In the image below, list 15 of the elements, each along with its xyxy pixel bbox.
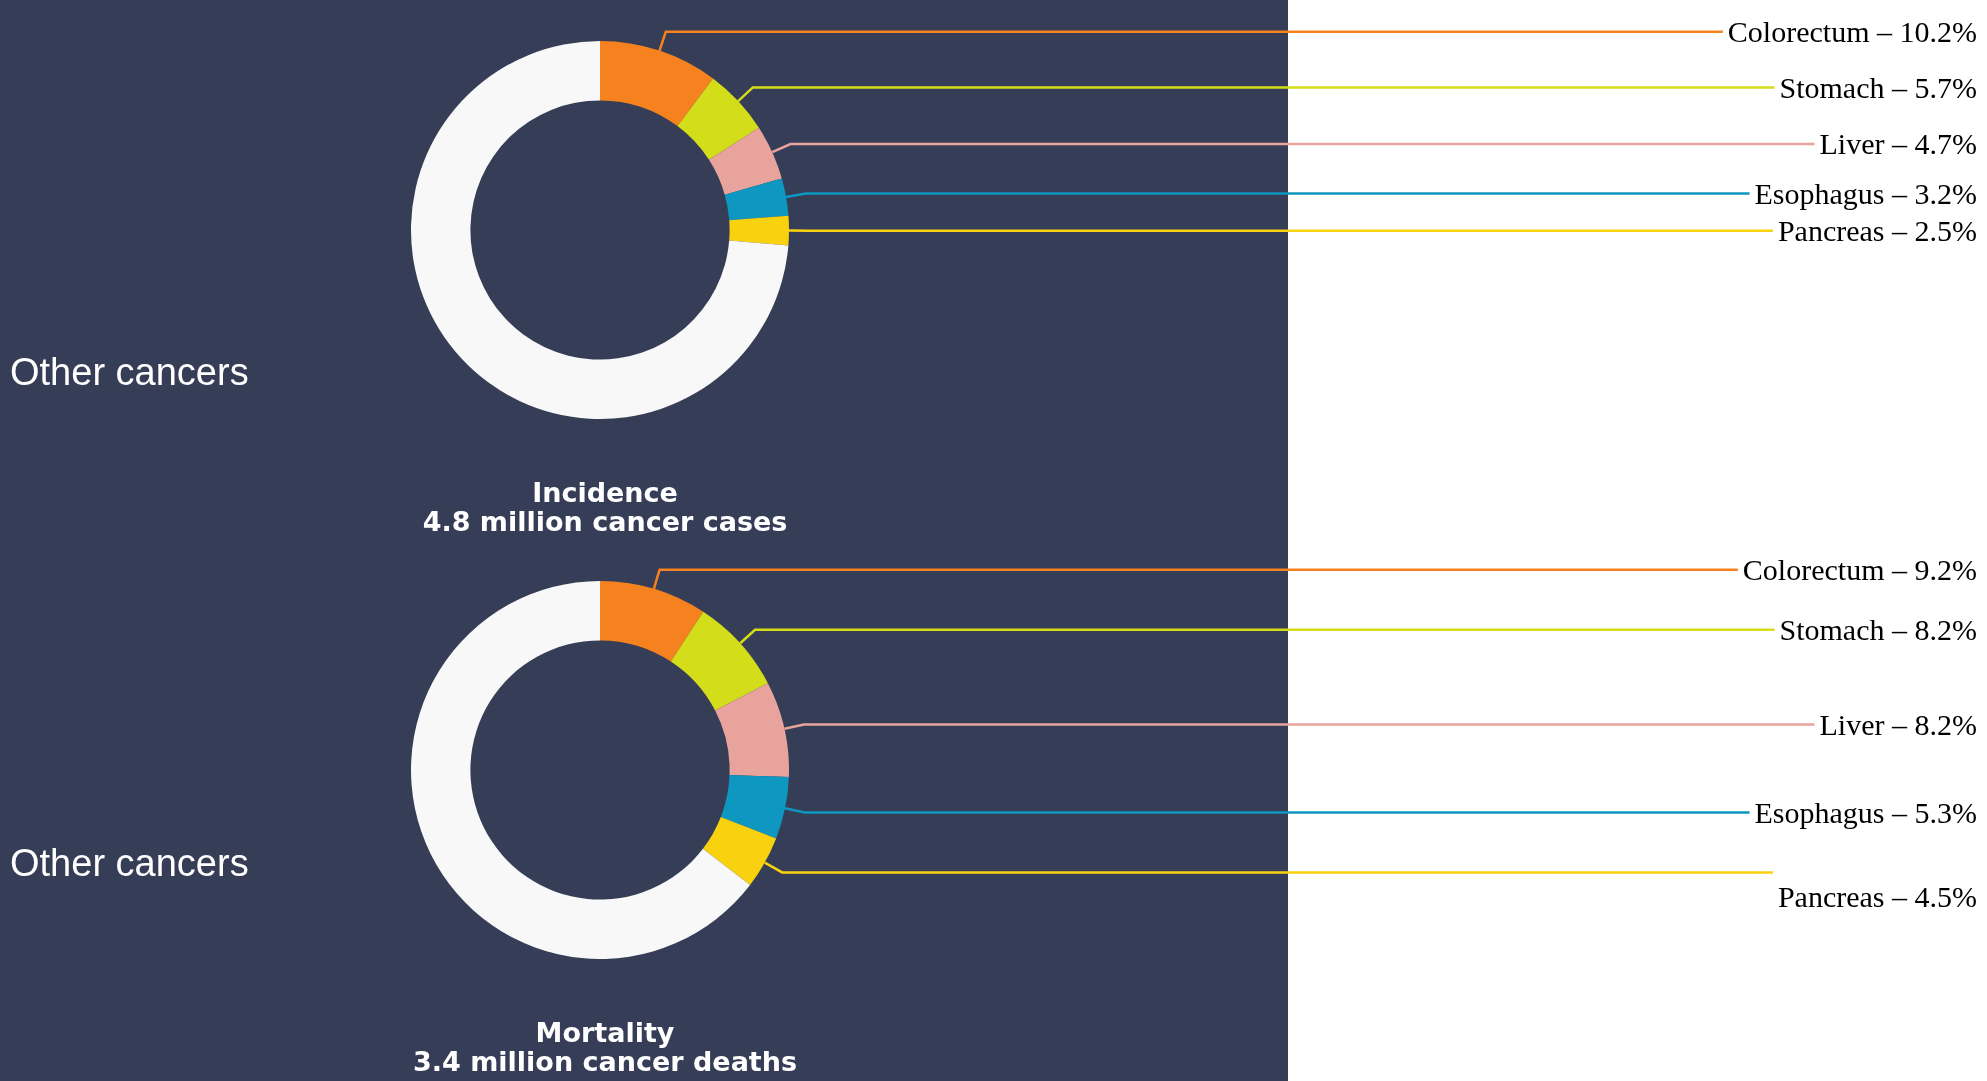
text: Mortality	[535, 1017, 675, 1048]
slice-label: Stomach – 8.2%	[1779, 613, 1977, 647]
slice-label: Liver – 8.2%	[1819, 707, 1977, 741]
slice-label: Colorectum – 10.2%	[1727, 15, 1977, 49]
slice-label: Esophagus – 3.2%	[1754, 176, 1977, 210]
slice-label: Pancreas – 4.5%	[1777, 880, 1977, 914]
slice-label: Colorectum – 9.2%	[1742, 553, 1977, 587]
slice-label: Stomach – 5.7%	[1779, 70, 1977, 104]
slice-label: Other cancers	[10, 350, 249, 393]
text: Incidence	[532, 477, 678, 508]
slice-label: Other cancers	[10, 841, 249, 884]
slice-label: Liver – 4.7%	[1819, 127, 1977, 161]
text: 4.8 million cancer cases	[422, 506, 788, 537]
slice-label: Esophagus – 5.3%	[1754, 795, 1977, 829]
slice-label: Pancreas – 2.5%	[1777, 214, 1977, 248]
